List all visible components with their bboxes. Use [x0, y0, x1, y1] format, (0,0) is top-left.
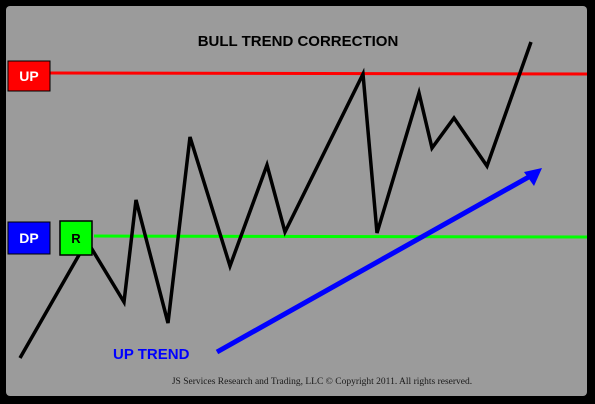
up-label-text: UP [19, 68, 38, 84]
dp-label-box [7, 221, 51, 255]
copyright-footer: JS Services Research and Trading, LLC © … [172, 376, 472, 387]
dp-level-line [93, 234, 588, 239]
up-trend-arrow-head-icon [524, 168, 542, 186]
dp-label-text: DP [19, 230, 38, 246]
price-path-line [18, 41, 533, 359]
up-label-box [7, 60, 51, 92]
r-label-box [59, 220, 93, 256]
r-label-text: R [71, 231, 81, 246]
up-trend-label: UP TREND [113, 346, 190, 363]
up-trend-arrow-shaft [215, 171, 536, 355]
up-level-line [49, 71, 588, 76]
diagram-title: BULL TREND CORRECTION [198, 33, 399, 50]
